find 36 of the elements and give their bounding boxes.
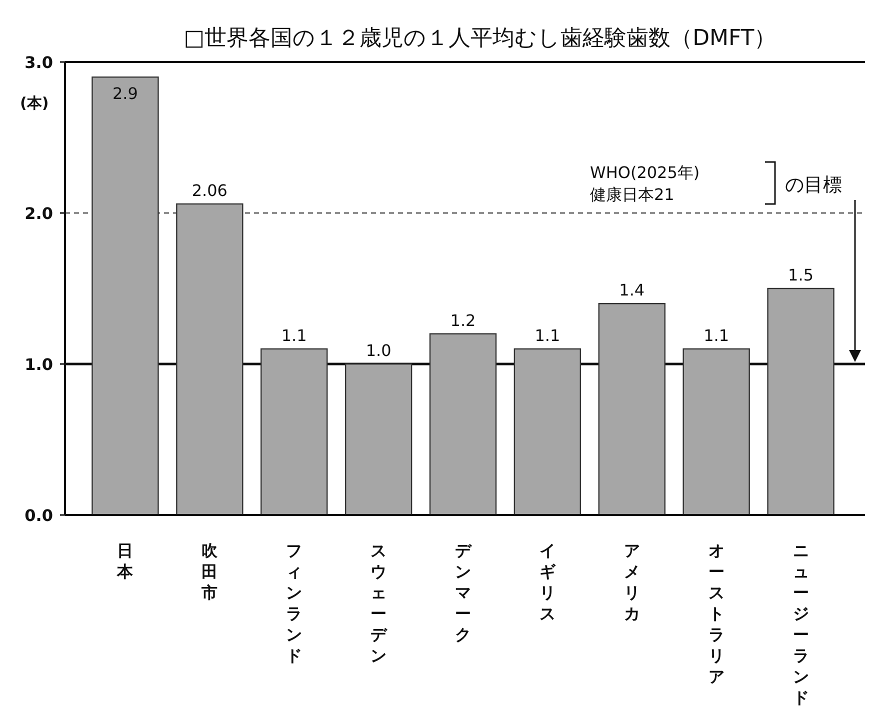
- data-label: 1.4: [619, 280, 645, 300]
- y-axis-title: (本): [20, 94, 49, 112]
- annotation: WHO(2025年): [590, 163, 700, 182]
- bar: [92, 76, 159, 516]
- x-tick-label: イギリス: [539, 543, 556, 623]
- data-label: 2.06: [192, 180, 228, 200]
- y-tick-label: 3.0: [24, 53, 53, 72]
- y-tick-label: 1.0: [24, 355, 53, 374]
- y-tick-label: 0.0: [24, 506, 53, 525]
- chart-title: □世界各国の１２歳児の１人平均むし歯経験歯数（DMFT）: [184, 26, 776, 51]
- bar: [260, 348, 328, 516]
- x-tick-label: オーストラリア: [708, 543, 724, 686]
- x-tick-label: デンマーク: [455, 543, 473, 644]
- data-label: 2.9: [112, 84, 138, 104]
- bar: [682, 348, 750, 516]
- annotation: 健康日本21: [590, 185, 674, 204]
- bar: [767, 288, 834, 516]
- x-tick-label: ニュージーランド: [792, 543, 809, 707]
- bar: [514, 348, 582, 516]
- data-label: 1.0: [366, 341, 392, 360]
- x-tick-label: アメリカ: [624, 543, 640, 623]
- data-label: 1.5: [788, 266, 814, 284]
- y-tick-label: 2.0: [24, 204, 53, 223]
- x-tick-label: スウェーデン: [370, 543, 389, 665]
- x-tick-label: フィンランド: [286, 543, 302, 665]
- x-tick-label: 吹田市: [200, 542, 219, 602]
- data-label: 1.2: [450, 310, 476, 330]
- bar: [598, 303, 666, 516]
- data-label: 1.1: [534, 326, 560, 345]
- x-tick-label: 日本: [116, 543, 134, 581]
- bar: [176, 203, 244, 516]
- annotation: の目標: [785, 174, 842, 196]
- data-label: 1.1: [704, 326, 730, 345]
- bar: [344, 363, 412, 516]
- data-label: 1.1: [281, 326, 307, 345]
- bar: [429, 333, 497, 516]
